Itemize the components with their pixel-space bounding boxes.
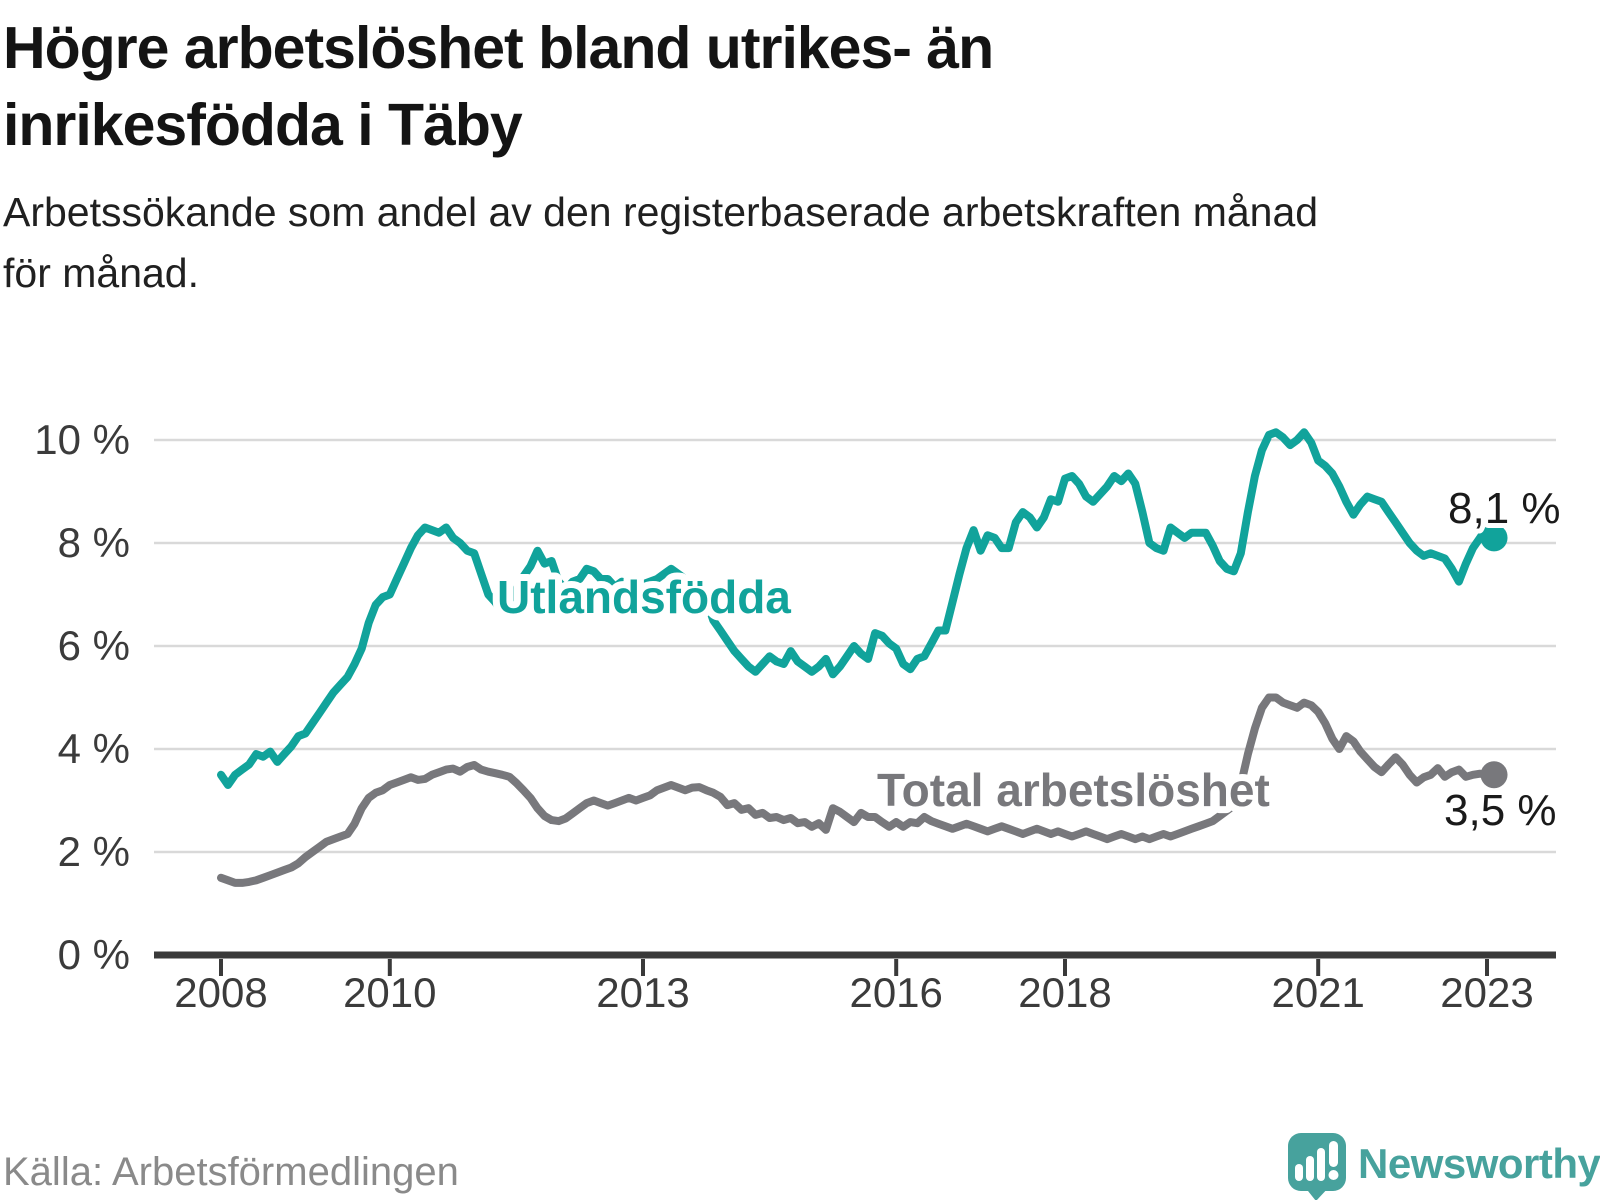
end-dot-utlandsfodda	[1480, 524, 1508, 552]
plot-area: 2008 2010 2013 2016 2018 2021 2023 0 % 2 % 4 % 6 %…	[34, 416, 1565, 1016]
x-axis-label: 2010	[343, 969, 436, 1016]
x-axis-label: 2018	[1018, 969, 1111, 1016]
logo-bar-icon	[1317, 1148, 1325, 1181]
y-axis-label: 10 %	[34, 416, 130, 463]
x-axis-label: 2013	[596, 969, 689, 1016]
end-value-label-total: 3,5 %	[1444, 786, 1557, 835]
series-label-utlandsfodda: Utlandsfödda	[497, 571, 791, 623]
subtitle-line: för månad.	[3, 250, 199, 296]
y-axis-label: 6 %	[58, 622, 130, 669]
series-label-total: Total arbetslöshet	[877, 764, 1270, 816]
y-axis-label: 8 %	[58, 519, 130, 566]
y-axis-label: 0 %	[58, 931, 130, 978]
y-axis-label: 4 %	[58, 725, 130, 772]
series-line-utlandsfodda	[217, 428, 1498, 789]
x-axis-label: 2021	[1271, 969, 1364, 1016]
brand-name: Newsworthy	[1358, 1140, 1600, 1187]
logo-exclamation-icon	[1329, 1141, 1338, 1167]
source-note: Källa: Arbetsförmedlingen	[3, 1150, 459, 1194]
logo-exclamation-dot	[1328, 1170, 1339, 1180]
page-title: Högre arbetslöshet bland utrikes- än inr…	[3, 10, 1563, 164]
logo-bar-icon	[1306, 1156, 1314, 1181]
end-value-label-utlandsfodda: 8,1 %	[1448, 484, 1561, 533]
y-axis-label: 2 %	[58, 828, 130, 875]
x-axis-label: 2016	[849, 969, 942, 1016]
subtitle-line: Arbetssökande som andel av den registerb…	[3, 189, 1319, 235]
series-line-total	[217, 693, 1498, 887]
end-dot-total	[1480, 761, 1508, 789]
logo-bubble-tail	[1304, 1186, 1330, 1200]
logo-bar-icon	[1295, 1164, 1303, 1181]
newsworthy-logo: Newsworthy	[1288, 1133, 1600, 1200]
x-axis-label: 2008	[174, 969, 267, 1016]
title-line: inrikesfödda i Täby	[3, 92, 523, 158]
chart-subtitle: Arbetssökande som andel av den registerb…	[3, 182, 1563, 304]
title-line: Högre arbetslöshet bland utrikes- än	[3, 15, 994, 81]
x-axis-label: 2023	[1440, 969, 1533, 1016]
